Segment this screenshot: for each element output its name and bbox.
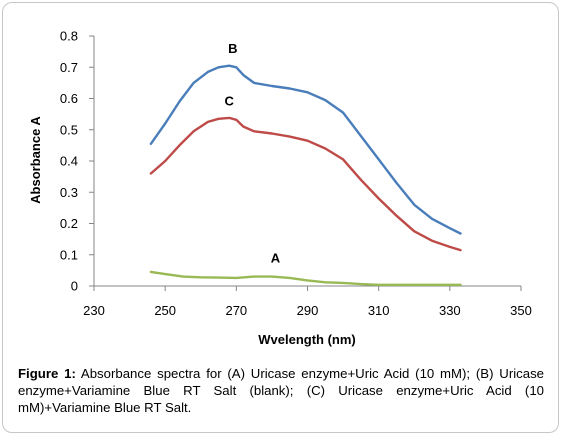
x-axis-title: Wvelength (nm) [258, 332, 356, 347]
y-tick-label: 0.5 [60, 122, 78, 137]
y-tick-label: 0.3 [60, 185, 78, 200]
y-axis: 0 0.1 0.2 0.3 0.4 0.5 0.6 0.7 0.8 [60, 29, 95, 294]
y-axis-title: Absorbance A [28, 116, 43, 204]
series-label-b: B [228, 41, 237, 56]
series-label-a: A [271, 251, 281, 266]
x-tick-label: 290 [297, 303, 319, 318]
x-tick-label: 250 [154, 303, 176, 318]
x-tick-label: 230 [83, 303, 105, 318]
y-tick-label: 0 [71, 279, 78, 294]
y-tick-label: 0.6 [60, 91, 78, 106]
caption-label: Figure 1: [18, 366, 76, 381]
series-line-c [149, 116, 462, 252]
y-tick-label: 0.7 [60, 60, 78, 75]
y-tick-label: 0.2 [60, 216, 78, 231]
caption-text: Absorbance spectra for (A) Uricase enzym… [18, 366, 544, 415]
series-layer [149, 64, 462, 286]
x-tick-label: 310 [368, 303, 390, 318]
figure-frame [2, 2, 559, 433]
x-tick-label: 330 [439, 303, 461, 318]
annotation-layer: B C A [225, 41, 281, 265]
y-tick-label: 0.4 [60, 154, 78, 169]
y-tick-label: 0.1 [60, 247, 78, 262]
series-line-a [149, 270, 462, 286]
series-label-c: C [225, 93, 235, 108]
x-axis: 230 250 270 290 310 330 350 [83, 285, 532, 318]
x-tick-label: 270 [225, 303, 247, 318]
y-tick-label: 0.8 [60, 29, 78, 44]
figure-caption: Figure 1: Absorbance spectra for (A) Uri… [18, 365, 544, 416]
x-tick-label: 350 [510, 303, 532, 318]
series-line-b [149, 64, 462, 235]
